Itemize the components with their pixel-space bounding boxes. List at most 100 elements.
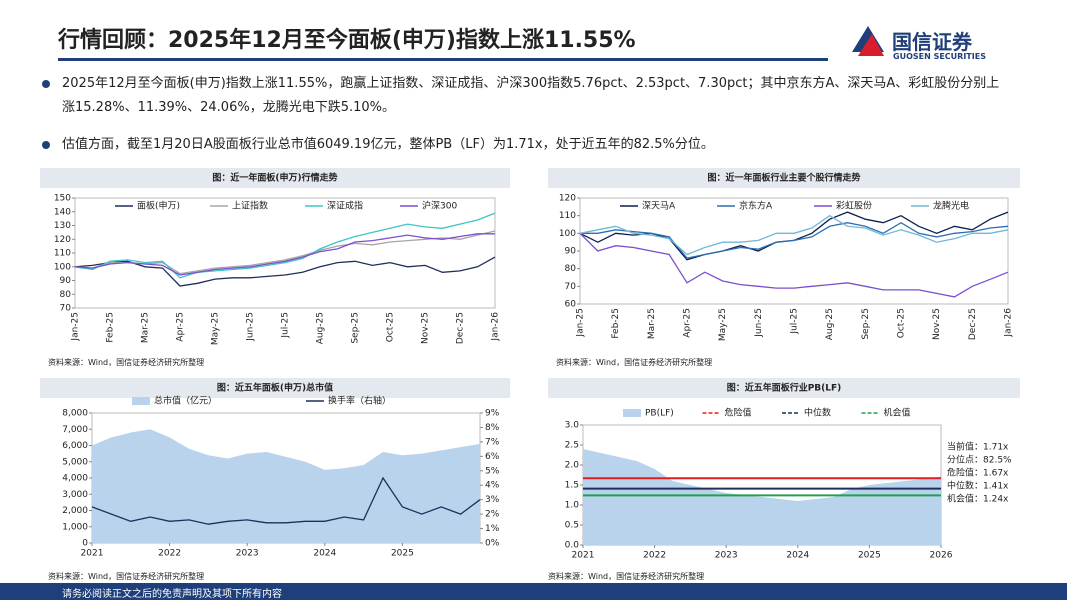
x-tick-label: May-25 xyxy=(718,308,728,341)
annotation: 分位点：82.5% xyxy=(947,454,1012,466)
source: 资料来源：Wind，国信证券经济研究所整理 xyxy=(48,358,205,367)
x-tick-label: Apr-25 xyxy=(683,308,693,338)
x-tick-label: 2025 xyxy=(391,549,414,559)
y2-tick-label: 2% xyxy=(485,510,500,520)
legend-label: 中位数 xyxy=(804,407,831,419)
x-tick-label: Dec-25 xyxy=(968,308,978,340)
x-tick-label: May-25 xyxy=(211,312,221,345)
y-tick-label: 0 xyxy=(82,539,88,549)
x-tick-label: 2023 xyxy=(236,549,259,559)
y-tick-label: 0.0 xyxy=(565,541,580,551)
line xyxy=(74,230,496,275)
chart: 图：近一年面板(申万)行情走势 70 80 90 100 110 120 130 140 150 J… xyxy=(40,168,510,345)
source: 资料来源：Wind，国信证券经济研究所整理 xyxy=(556,358,713,367)
title-band xyxy=(40,378,510,398)
y2-tick-label: 5% xyxy=(485,466,500,476)
y-tick-label: 120 xyxy=(54,235,71,245)
x-tick-label: Feb-25 xyxy=(611,308,621,339)
line xyxy=(74,233,495,276)
legend-label: 面板(申万) xyxy=(137,200,180,212)
logo-mark xyxy=(852,26,884,56)
chart-title: 图：近五年面板行业PB(LF) xyxy=(727,382,842,394)
legend-label: 换手率（右轴） xyxy=(328,395,391,407)
line xyxy=(74,212,496,279)
x-tick-label: Sep-25 xyxy=(351,312,361,344)
legend-label: 深天马A xyxy=(642,201,676,212)
annotation: 危险值：1.67x xyxy=(947,467,1009,479)
y-tick-label: 60 xyxy=(565,300,577,310)
x-tick-label: Oct-25 xyxy=(897,308,907,338)
line xyxy=(91,476,481,525)
line xyxy=(74,256,496,287)
line xyxy=(579,232,1009,298)
legend-label: 深证成指 xyxy=(327,200,363,212)
page-title: 行情回顾：2025年12月至今面板(申万)指数上涨11.55% xyxy=(58,28,636,53)
x-tick-label: 2021 xyxy=(572,551,595,561)
y-tick-label: 1.0 xyxy=(565,501,580,511)
source: 资料来源：Wind，国信证券经济研究所整理 xyxy=(48,572,205,581)
y-tick-label: 150 xyxy=(54,194,71,204)
x-tick-label: Nov-25 xyxy=(421,312,431,344)
x-tick-label: Jul-25 xyxy=(790,308,800,335)
annotation: 当前值：1.71x xyxy=(947,441,1009,453)
x-tick-label: 2024 xyxy=(786,551,809,561)
y-tick-label: 2.0 xyxy=(565,461,580,471)
bullet: 2025年12月至今面板(申万)指数上涨11.55%，跑赢上证指数、深证成指、沪… xyxy=(42,72,1012,120)
x-tick-label: Nov-25 xyxy=(932,308,942,340)
y-tick-label: 80 xyxy=(60,290,72,300)
y2-tick-label: 6% xyxy=(485,452,500,462)
x-tick-label: Aug-25 xyxy=(825,308,835,340)
x-tick-label: Dec-25 xyxy=(456,312,466,344)
x-tick-label: 2023 xyxy=(715,551,738,561)
logo-en: GUOSEN SECURITIES xyxy=(893,52,986,61)
y2-tick-label: 1% xyxy=(485,524,500,534)
y2-tick-label: 7% xyxy=(485,437,500,447)
legend-swatch xyxy=(623,409,641,417)
x-tick-label: 2026 xyxy=(930,551,953,561)
x-tick-label: Aug-25 xyxy=(316,312,326,344)
y-tick-label: 90 xyxy=(565,247,577,257)
x-tick-label: Jul-25 xyxy=(281,312,291,339)
footer-bar xyxy=(0,583,1067,600)
plot-frame xyxy=(74,197,496,309)
y2-tick-label: 3% xyxy=(485,495,500,505)
x-tick-label: Apr-25 xyxy=(176,312,186,342)
y-tick-label: 110 xyxy=(54,249,71,259)
line xyxy=(580,221,1009,259)
y-tick-label: 80 xyxy=(565,264,577,274)
x-tick-label: 2022 xyxy=(643,551,666,561)
y-tick-label: 1,000 xyxy=(62,522,88,532)
y2-tick-label: 8% xyxy=(485,423,500,433)
x-tick-label: Feb-25 xyxy=(106,312,116,343)
y-tick-label: 2.5 xyxy=(565,441,579,451)
y-tick-label: 130 xyxy=(54,221,71,231)
y-tick-label: 110 xyxy=(559,211,576,221)
y-tick-label: 100 xyxy=(559,229,576,239)
chart: 图：近一年面板行业主要个股行情走势 60 70 80 90 100 110 120 Jan-25… xyxy=(548,168,1020,341)
x-tick-label: Jan-25 xyxy=(71,312,81,342)
chart-title: 图：近一年面板(申万)行情走势 xyxy=(212,172,337,184)
title-band xyxy=(40,168,510,188)
y-tick-label: 7,000 xyxy=(62,425,88,435)
y-tick-label: 90 xyxy=(60,276,72,286)
annotation: 机会值：1.24x xyxy=(947,493,1009,505)
legend-label: 京东方A xyxy=(739,200,773,212)
line xyxy=(579,214,1009,256)
legend-label: 总市值（亿元） xyxy=(154,395,217,407)
logo-text: 国信证券 xyxy=(892,30,972,54)
x-tick-label: 2022 xyxy=(158,549,181,559)
y-tick-label: 1.5 xyxy=(565,481,579,491)
chart: 图：近五年面板(申万)总市值 0 1,000 2,000 3,000 4,000 5,000… xyxy=(40,378,510,559)
title-band xyxy=(548,168,1020,188)
footer-text: 请务必阅读正文之后的免责声明及其项下所有内容 xyxy=(62,589,282,600)
x-tick-label: Jun-25 xyxy=(754,308,764,338)
y-tick-label: 8,000 xyxy=(62,409,88,419)
bullet-text: 估值方面，截至1月20日A股面板行业总市值6049.19亿元，整体PB（LF）为… xyxy=(62,137,714,152)
legend-label: 上证指数 xyxy=(232,200,268,212)
x-tick-label: Jan-26 xyxy=(1004,308,1014,338)
y-tick-label: 3.0 xyxy=(565,421,580,431)
x-tick-label: Sep-25 xyxy=(861,308,871,340)
chart: 图：近五年面板行业PB(LF) 0.0 0.5 1.0 1.5 2.0 2.5 3.0 2021… xyxy=(548,378,1020,561)
legend-label: 彩虹股份 xyxy=(836,200,872,212)
y-tick-label: 4,000 xyxy=(62,474,88,484)
